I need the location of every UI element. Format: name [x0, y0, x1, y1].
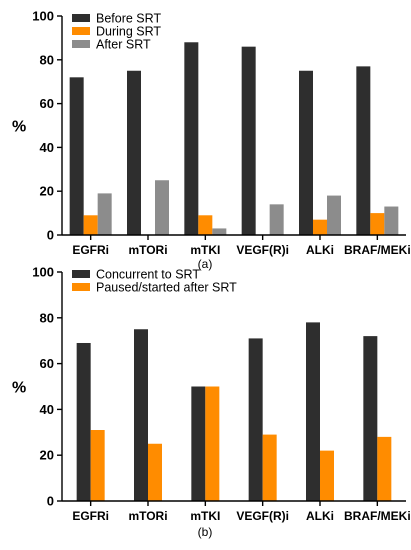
legend-swatch — [72, 14, 90, 22]
y-tick-label: 80 — [40, 310, 54, 325]
y-axis-label: % — [12, 380, 26, 397]
bar-egfri-series-2 — [97, 193, 112, 235]
y-tick-label: 0 — [47, 228, 54, 243]
x-tick-label: VEGF(R)i — [236, 509, 289, 523]
bar-egfri-series-1 — [90, 430, 105, 501]
bar-egfri-series-0 — [69, 77, 84, 235]
bar-vegfri-series-1 — [262, 434, 277, 501]
x-tick-label: BRAF/MEKi — [344, 509, 411, 523]
bar-vegfri-series-2 — [269, 204, 284, 235]
bar-mtori-series-1 — [148, 443, 162, 501]
x-tick-label: BRAF/MEKi — [344, 243, 411, 257]
x-tick-label: ALKi — [306, 509, 334, 523]
bar-mtki-series-2 — [212, 228, 227, 235]
y-tick-label: 80 — [40, 52, 54, 67]
bar-egfri-series-1 — [83, 215, 98, 235]
x-tick-label: EGFRi — [72, 243, 109, 257]
x-tick-label: VEGF(R)i — [236, 243, 289, 257]
legend-label: Paused/started after SRT — [96, 281, 237, 295]
bar-brafmeki-series-1 — [377, 436, 392, 501]
bar-alki-series-2 — [327, 195, 341, 235]
bar-vegfri-series-0 — [248, 338, 263, 501]
bar-mtori-series-0 — [127, 70, 141, 235]
y-axis-label: % — [12, 119, 26, 136]
y-tick-label: 40 — [40, 140, 54, 155]
bar-vegfri-series-0 — [241, 46, 256, 235]
chart-b: 0 20 40 60 80 100 EGFRi mTORi mTKI VEGF(R)i ALKi BR… — [12, 265, 411, 524]
x-tick-label: mTKI — [190, 243, 220, 257]
bar-brafmeki-series-1 — [370, 213, 385, 235]
bar-brafmeki-series-0 — [363, 336, 378, 501]
legend-label: Concurrent to SRT — [96, 268, 200, 282]
x-tick-label: mTORi — [128, 243, 167, 257]
y-tick-label: 40 — [40, 402, 54, 417]
panel-label-b: (b) — [198, 525, 213, 539]
bar-egfri-series-0 — [76, 342, 91, 501]
bar-brafmeki-series-2 — [384, 206, 399, 235]
bar-mtori-series-0 — [134, 329, 148, 501]
bar-brafmeki-series-0 — [356, 66, 371, 236]
bar-mtki-series-1 — [198, 215, 213, 235]
x-tick-label: mTORi — [128, 509, 167, 523]
y-tick-label: 20 — [40, 184, 54, 199]
y-tick-label: 0 — [47, 494, 54, 509]
y-tick-label: 100 — [32, 9, 54, 24]
x-tick-label: ALKi — [306, 243, 334, 257]
legend-swatch — [72, 27, 90, 35]
bar-alki-series-1 — [320, 450, 334, 501]
chart-a: 0 20 40 60 80 100 EGFRi mTORi mTKI VEGF(R)i ALKi BR… — [12, 9, 411, 258]
bar-alki-series-0 — [299, 70, 313, 235]
y-tick-label: 100 — [32, 265, 54, 280]
x-tick-label: mTKI — [190, 509, 220, 523]
y-tick-label: 60 — [40, 356, 54, 371]
legend-swatch — [72, 283, 90, 291]
bar-mtki-series-1 — [205, 386, 220, 501]
bar-mtori-series-2 — [155, 180, 169, 235]
bar-alki-series-1 — [313, 219, 327, 235]
panel-label-a: (a) — [198, 257, 213, 271]
legend-label: During SRT — [96, 25, 161, 39]
legend-swatch — [72, 40, 90, 48]
legend-label: After SRT — [96, 38, 151, 52]
bar-alki-series-0 — [306, 322, 320, 501]
legend-swatch — [72, 270, 90, 278]
legend-label: Before SRT — [96, 12, 161, 26]
y-tick-label: 20 — [40, 448, 54, 463]
bar-mtki-series-0 — [184, 42, 199, 235]
x-tick-label: EGFRi — [72, 509, 109, 523]
bar-mtki-series-0 — [191, 386, 206, 501]
y-tick-label: 60 — [40, 96, 54, 111]
